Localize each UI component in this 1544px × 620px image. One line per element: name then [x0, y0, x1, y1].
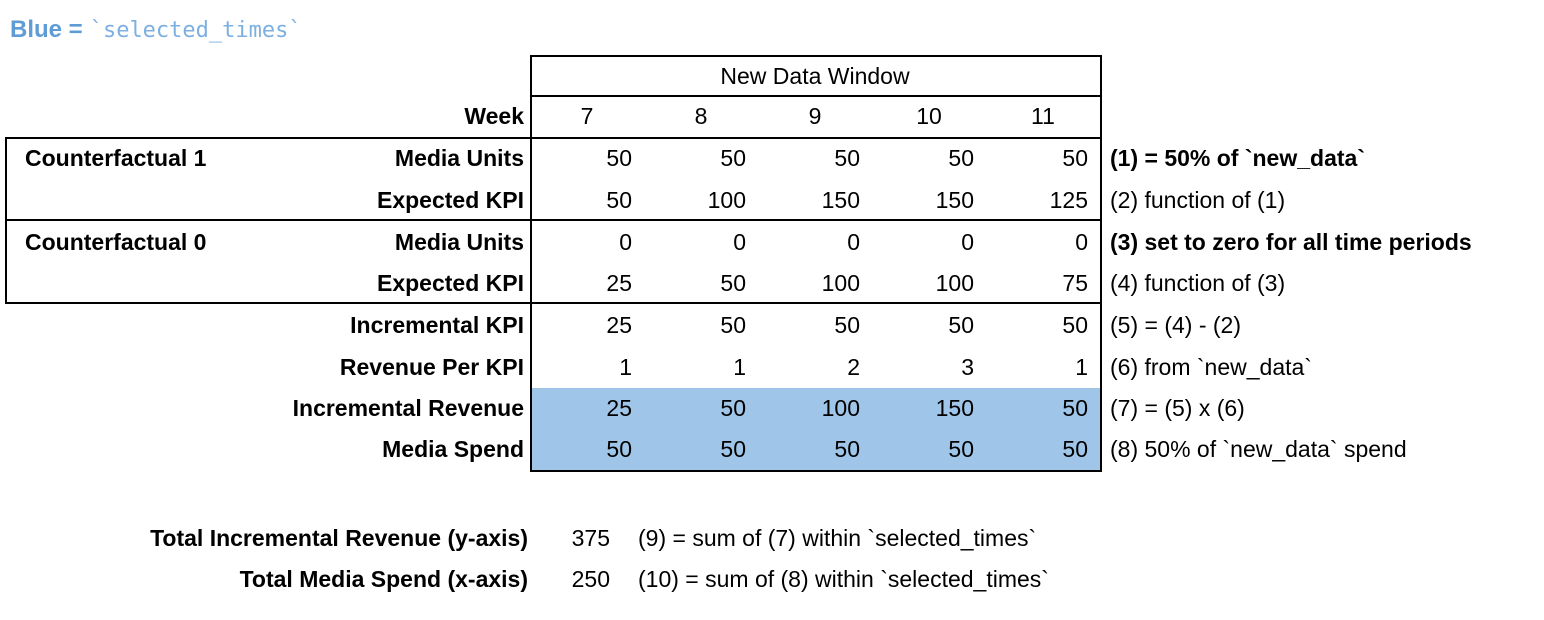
- table-cell: 100: [707, 187, 746, 213]
- table-cell-highlighted: 25: [606, 395, 632, 421]
- table-cell: 0: [619, 229, 632, 255]
- week-number: 10: [916, 103, 942, 129]
- row-annotation: (8) 50% of `new_data` spend: [1110, 436, 1407, 462]
- table-cell: 25: [606, 270, 632, 296]
- week-number: 11: [1031, 103, 1055, 129]
- row-label: Media Units: [394, 229, 524, 255]
- table-cell: 50: [834, 145, 860, 171]
- table-cell: 1: [619, 354, 632, 380]
- window-header: New Data Window: [720, 63, 910, 89]
- table-cell: 50: [720, 312, 746, 338]
- table-cell: 50: [720, 270, 746, 296]
- week-number: 7: [580, 103, 594, 129]
- row-annotation: (1) = 50% of `new_data`: [1110, 145, 1365, 171]
- row-annotation: (7) = (5) x (6): [1110, 395, 1245, 421]
- week-row-label: Week: [464, 103, 524, 129]
- grid-line-data-right: [1100, 55, 1102, 472]
- week-number: 8: [694, 103, 708, 129]
- table-cell: 50: [606, 145, 632, 171]
- row-annotation: (2) function of (1): [1110, 187, 1286, 213]
- total-media-spend-value: 250: [571, 566, 610, 592]
- table-cell: 75: [1062, 270, 1088, 296]
- row-label: Expected KPI: [377, 270, 524, 296]
- table-cell: 3: [961, 354, 974, 380]
- table-cell: 1: [1075, 354, 1088, 380]
- grid-line-labels-left: [5, 137, 7, 304]
- row-annotation: (3) set to zero for all time periods: [1110, 229, 1472, 255]
- table-cell: 25: [606, 312, 632, 338]
- table-cell: 50: [1062, 312, 1088, 338]
- grid-line-data-left: [530, 55, 532, 472]
- table-cell-highlighted: 50: [720, 395, 746, 421]
- table-cell: 0: [1075, 229, 1088, 255]
- grid-line-header-bottom: [530, 95, 1102, 97]
- table-cell: 2: [847, 354, 860, 380]
- total-incremental-revenue-note: (9) = sum of (7) within `selected_times`: [638, 525, 1037, 551]
- grid-line-week-bottom: [5, 137, 1102, 139]
- table-cell: 0: [733, 229, 746, 255]
- row-label: Media Spend: [382, 436, 524, 462]
- row-label: Media Units: [394, 145, 524, 171]
- row-label: Expected KPI: [377, 187, 524, 213]
- table-cell: 50: [834, 312, 860, 338]
- table-cell-highlighted: 50: [606, 436, 632, 462]
- table-cell: 50: [606, 187, 632, 213]
- row-label: Incremental KPI: [350, 312, 524, 338]
- table-cell: 0: [847, 229, 860, 255]
- total-media-spend-note: (10) = sum of (8) within `selected_times…: [638, 566, 1049, 592]
- total-media-spend-label: Total Media Spend (x-axis): [239, 566, 528, 592]
- table-cell-highlighted: 50: [720, 436, 746, 462]
- grid-line-cf0-bottom: [5, 302, 1102, 304]
- selected-times-highlight: [532, 388, 1100, 470]
- grid-line-header-top: [530, 55, 1102, 57]
- grid-line-cf1-bottom: [5, 219, 1102, 221]
- table-cell: 100: [935, 270, 974, 296]
- table-cell-highlighted: 100: [821, 395, 860, 421]
- table-cell: 50: [948, 312, 974, 338]
- legend-code-selected-times: `selected_times`: [89, 18, 302, 43]
- table-cell-highlighted: 50: [948, 436, 974, 462]
- table-cell-highlighted: 150: [935, 395, 974, 421]
- table-cell: 50: [1062, 145, 1088, 171]
- table-cell: 150: [821, 187, 860, 213]
- table-cell: 50: [948, 145, 974, 171]
- table-cell-highlighted: 50: [1062, 395, 1088, 421]
- table-cell-highlighted: 50: [1062, 436, 1088, 462]
- total-incremental-revenue-label: Total Incremental Revenue (y-axis): [150, 525, 528, 551]
- row-label: Revenue Per KPI: [339, 354, 524, 380]
- legend-label: Blue =: [10, 16, 83, 43]
- row-label: Incremental Revenue: [292, 395, 524, 421]
- group-label-counterfactual-0: Counterfactual 0: [25, 229, 207, 255]
- table-cell: 1: [733, 354, 746, 380]
- table-cell: 150: [935, 187, 974, 213]
- total-incremental-revenue-value: 375: [571, 525, 610, 551]
- group-label-counterfactual-1: Counterfactual 1: [25, 145, 207, 171]
- week-number: 9: [808, 103, 822, 129]
- table-cell: 100: [821, 270, 860, 296]
- table-cell: 125: [1049, 187, 1088, 213]
- row-annotation: (6) from `new_data`: [1110, 354, 1312, 380]
- row-annotation: (4) function of (3): [1110, 270, 1286, 296]
- row-annotation: (5) = (4) - (2): [1110, 312, 1241, 338]
- table-cell: 50: [720, 145, 746, 171]
- table-cell-highlighted: 50: [834, 436, 860, 462]
- table-cell: 0: [961, 229, 974, 255]
- grid-line-table-bottom: [530, 470, 1102, 472]
- legend: Blue = `selected_times`: [10, 13, 302, 47]
